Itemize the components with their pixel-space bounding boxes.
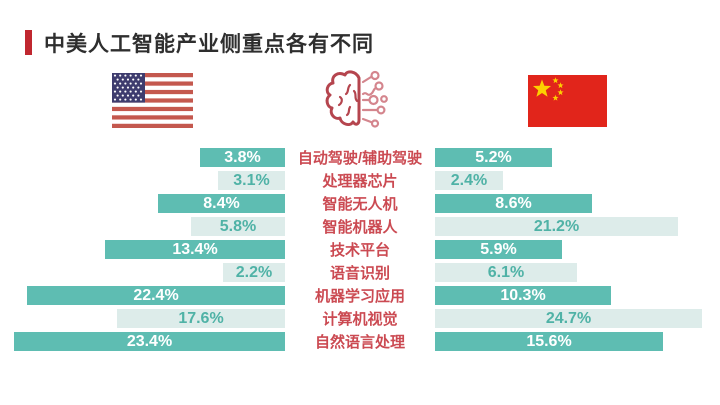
us-flag-icon	[112, 73, 193, 128]
us-value-bar: 17.6%	[117, 309, 285, 328]
us-value-bar: 23.4%	[14, 332, 285, 351]
us-bar-cell: 22.4%	[0, 286, 285, 305]
us-value-bar: 8.4%	[158, 194, 285, 213]
us-value-bar: 13.4%	[105, 240, 285, 259]
us-value-bar: 3.8%	[200, 148, 285, 167]
category-label: 技术平台	[329, 242, 390, 259]
cn-value-bar: 5.2%	[435, 148, 552, 167]
cn-value-bar: 15.6%	[435, 332, 663, 351]
us-bar-cell: 2.2%	[0, 263, 285, 282]
us-bar-cell: 8.4%	[0, 194, 285, 213]
cn-bar-cell: 21.2%	[435, 217, 720, 236]
category-label: 智能机器人	[322, 219, 398, 236]
us-bar-cell: 5.8%	[0, 217, 285, 236]
cn-bar-cell: 8.6%	[435, 194, 720, 213]
us-bar-cell: 3.1%	[0, 171, 285, 190]
category-label: 计算机视觉	[322, 311, 398, 328]
cn-bar-cell: 2.4%	[435, 171, 720, 190]
us-bar-cell: 13.4%	[0, 240, 285, 259]
chart-row: 5.8% 智能机器人 21.2%	[0, 215, 720, 238]
cn-bar-cell: 10.3%	[435, 286, 720, 305]
cn-value-bar: 24.7%	[435, 309, 702, 328]
us-bar-cell: 23.4%	[0, 332, 285, 351]
chart-row: 3.1% 处理器芯片 2.4%	[0, 169, 720, 192]
chart-row: 2.2% 语音识别 6.1%	[0, 261, 720, 284]
us-value-bar: 22.4%	[27, 286, 285, 305]
category-label: 机器学习应用	[314, 288, 405, 305]
category-label: 处理器芯片	[322, 173, 398, 190]
chart-row: 22.4% 机器学习应用 10.3%	[0, 284, 720, 307]
chart-row: 8.4% 智能无人机 8.6%	[0, 192, 720, 215]
category-label: 智能无人机	[322, 196, 398, 213]
cn-bar-cell: 24.7%	[435, 309, 720, 328]
chart-row: 17.6% 计算机视觉 24.7%	[0, 307, 720, 330]
cn-bar-cell: 5.9%	[435, 240, 720, 259]
category-label: 语音识别	[329, 265, 390, 282]
us-value-bar: 3.1%	[218, 171, 285, 190]
us-bar-cell: 3.8%	[0, 148, 285, 167]
chart-row: 13.4% 技术平台 5.9%	[0, 238, 720, 261]
title-accent-bar	[25, 30, 32, 55]
cn-bar-cell: 5.2%	[435, 148, 720, 167]
cn-bar-cell: 6.1%	[435, 263, 720, 282]
us-value-bar: 5.8%	[191, 217, 285, 236]
category-label: 自动驾驶/辅助驾驶	[297, 150, 423, 167]
comparison-bar-chart: 3.8% 自动驾驶/辅助驾驶 5.2% 3.1% 处理器芯片 2.4% 8.4% 智能无人机 8…	[0, 146, 720, 353]
cn-value-bar: 6.1%	[435, 263, 577, 282]
chart-row: 3.8% 自动驾驶/辅助驾驶 5.2%	[0, 146, 720, 169]
cn-value-bar: 5.9%	[435, 240, 562, 259]
cn-value-bar: 8.6%	[435, 194, 592, 213]
page-title: 中美人工智能产业侧重点各有不同	[44, 33, 374, 56]
cn-bar-cell: 15.6%	[435, 332, 720, 351]
cn-value-bar: 2.4%	[435, 171, 503, 190]
china-flag-icon	[528, 75, 607, 127]
cn-value-bar: 10.3%	[435, 286, 611, 305]
us-bar-cell: 17.6%	[0, 309, 285, 328]
category-label: 自然语言处理	[314, 334, 405, 351]
cn-value-bar: 21.2%	[435, 217, 678, 236]
us-value-bar: 2.2%	[223, 263, 285, 282]
chart-row: 23.4% 自然语言处理 15.6%	[0, 330, 720, 353]
ai-brain-circuit-icon	[325, 70, 388, 128]
